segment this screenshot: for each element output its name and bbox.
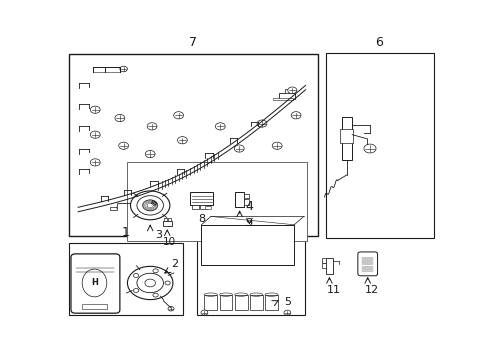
Text: 9: 9 (244, 219, 251, 228)
Bar (163, 221, 172, 226)
Text: 10: 10 (163, 237, 176, 247)
Circle shape (234, 145, 244, 152)
Bar (200, 205, 206, 209)
Bar (244, 199, 249, 204)
Text: H: H (91, 279, 98, 288)
Circle shape (90, 106, 100, 113)
Circle shape (115, 114, 124, 122)
Circle shape (177, 136, 187, 144)
Text: 12: 12 (365, 285, 378, 295)
Bar (201, 225, 294, 265)
Bar (341, 117, 351, 159)
Bar (204, 294, 217, 310)
Circle shape (142, 200, 158, 211)
Bar (264, 294, 277, 310)
Bar (82, 304, 106, 309)
Circle shape (215, 123, 225, 130)
Circle shape (290, 112, 301, 119)
Bar (205, 206, 210, 209)
Circle shape (90, 131, 100, 138)
Bar (272, 98, 293, 100)
Bar (191, 205, 198, 209)
Circle shape (130, 191, 169, 220)
Bar (69, 54, 317, 236)
Bar (279, 93, 294, 99)
Circle shape (363, 144, 375, 153)
Circle shape (133, 274, 139, 278)
Text: 1: 1 (122, 226, 129, 239)
Text: 4: 4 (245, 200, 253, 213)
Circle shape (120, 66, 127, 72)
Bar (168, 218, 171, 221)
Circle shape (137, 273, 163, 293)
Bar (249, 294, 262, 310)
Bar (321, 258, 325, 263)
Circle shape (201, 310, 207, 315)
Bar (235, 192, 244, 207)
Bar (69, 243, 183, 315)
Circle shape (287, 87, 296, 94)
FancyBboxPatch shape (71, 254, 120, 313)
Bar (163, 218, 167, 221)
Bar (189, 192, 213, 205)
Circle shape (147, 123, 157, 130)
Circle shape (168, 307, 174, 311)
Bar (127, 162, 307, 242)
Circle shape (137, 196, 163, 215)
Text: 6: 6 (375, 36, 383, 49)
Bar (110, 207, 117, 210)
Text: 5: 5 (284, 297, 290, 307)
Circle shape (257, 120, 266, 127)
Circle shape (153, 293, 158, 297)
Text: 2: 2 (171, 258, 178, 269)
Circle shape (119, 142, 128, 149)
Circle shape (133, 288, 139, 292)
Bar (326, 53, 433, 238)
Bar (284, 89, 294, 93)
Bar (244, 194, 249, 198)
Bar (340, 129, 353, 143)
Text: 7: 7 (189, 36, 197, 49)
Bar (196, 216, 304, 315)
Circle shape (90, 159, 100, 166)
Circle shape (284, 310, 290, 315)
Circle shape (164, 281, 170, 285)
Bar (234, 294, 247, 310)
Text: 8: 8 (197, 214, 204, 224)
Circle shape (144, 279, 155, 287)
Circle shape (127, 266, 173, 300)
Circle shape (145, 150, 155, 158)
Circle shape (153, 269, 158, 273)
FancyBboxPatch shape (357, 252, 377, 276)
Bar (321, 263, 325, 268)
Bar (325, 258, 332, 274)
Bar (219, 294, 232, 310)
Circle shape (272, 142, 282, 149)
Text: 11: 11 (326, 285, 340, 295)
Text: 3: 3 (154, 230, 162, 240)
Circle shape (173, 112, 183, 119)
